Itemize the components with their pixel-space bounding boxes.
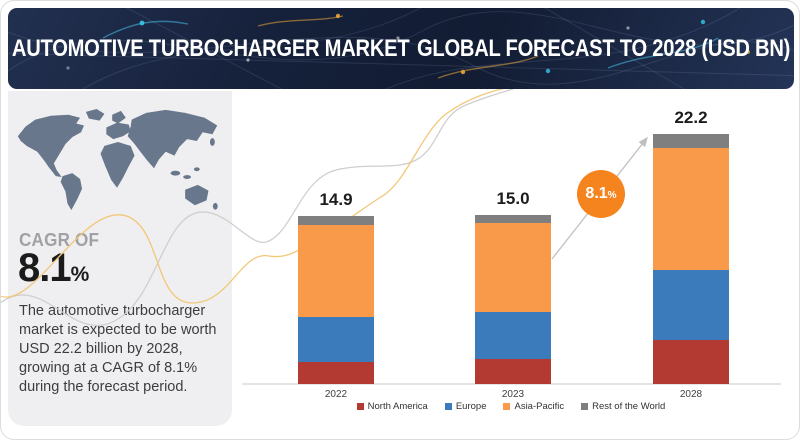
legend-item-north-america: North America xyxy=(356,401,428,412)
page-title: AUTOMOTIVE TURBOCHARGER MARKET GLOBAL FO… xyxy=(12,8,790,89)
page-title-forecast: GLOBAL FORECAST TO 2028 (USD BN) xyxy=(416,34,791,62)
bar-segment-2023-europe xyxy=(475,312,551,360)
cagr-badge: 8.1 % xyxy=(577,170,625,218)
bar-segment-2028-north-america xyxy=(653,340,729,384)
legend-label: Europe xyxy=(455,401,487,412)
bar-segment-2023-north-america xyxy=(475,359,551,384)
page-title-market: AUTOMOTIVE TURBOCHARGER MARKET xyxy=(11,34,410,62)
legend-swatch xyxy=(503,403,511,410)
cagr-badge-percent: % xyxy=(607,190,617,201)
header-banner: AUTOMOTIVE TURBOCHARGER MARKET GLOBAL FO… xyxy=(8,8,794,89)
legend-item-europe: Europe xyxy=(444,401,487,412)
total-label-2023: 15.0 xyxy=(496,189,530,209)
bar-segment-2022-rest-of-the-world xyxy=(298,216,374,226)
legend-swatch xyxy=(581,403,589,410)
bar-segment-2028-rest-of-the-world xyxy=(653,134,729,148)
bar-segment-2028-asia-pacific xyxy=(653,147,729,271)
legend-swatch xyxy=(444,403,452,410)
bar-segment-2022-asia-pacific xyxy=(298,225,374,317)
legend-label: North America xyxy=(367,401,428,412)
bar-segment-2023-asia-pacific xyxy=(475,223,551,312)
legend-swatch xyxy=(356,403,364,410)
total-label-2022: 14.9 xyxy=(319,190,353,210)
x-axis-label-2022: 2022 xyxy=(324,389,348,400)
bar-segment-2023-rest-of-the-world xyxy=(475,215,551,224)
legend-label: Rest of the World xyxy=(592,401,666,412)
legend-label: Asia-Pacific xyxy=(514,401,565,412)
header-network-graphic xyxy=(8,8,794,89)
bar-segment-2028-europe xyxy=(653,270,729,341)
bar-segment-2022-north-america xyxy=(298,361,374,384)
legend-item-rest-of-the-world: Rest of the World xyxy=(581,401,665,412)
chart-legend: North America Europe Asia-Pacific Rest of t… xyxy=(241,401,781,412)
legend-item-asia-pacific: Asia-Pacific xyxy=(503,401,564,412)
x-axis-label-2023: 2023 xyxy=(501,389,525,400)
bar-segment-2022-europe xyxy=(298,316,374,362)
cagr-badge-value: 8.1 xyxy=(585,185,608,202)
x-axis-line xyxy=(242,383,781,385)
x-axis-label-2028: 2028 xyxy=(679,389,703,400)
total-label-2028: 22.2 xyxy=(674,108,708,128)
